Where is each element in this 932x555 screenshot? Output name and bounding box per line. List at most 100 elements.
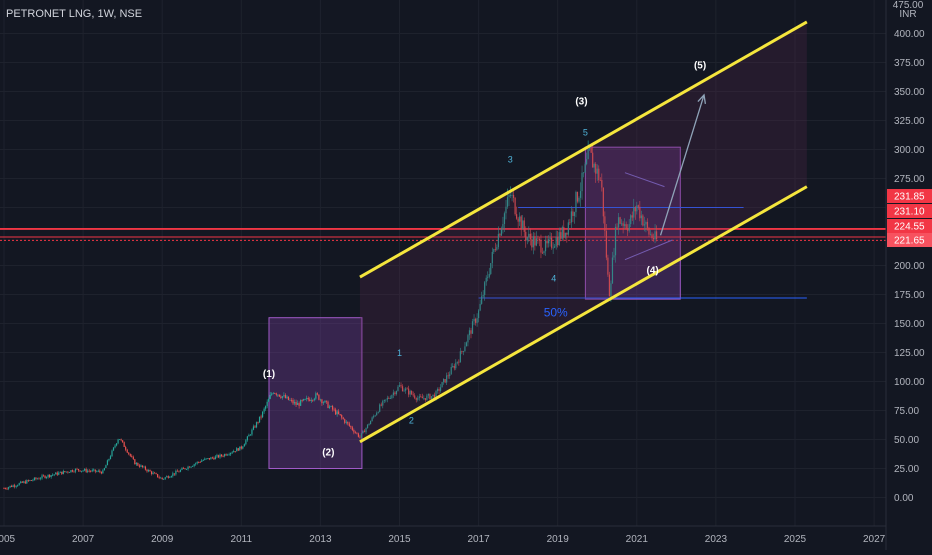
candle-body	[415, 398, 417, 400]
candle-body	[655, 231, 658, 240]
candle-body	[625, 224, 627, 229]
wave-label-1: (1)	[263, 369, 275, 380]
candle-body	[147, 470, 150, 472]
candle-body	[208, 458, 210, 460]
candle-body	[459, 351, 461, 363]
x-tick-label-7: 2019	[547, 534, 570, 545]
price-badge-3	[887, 233, 932, 247]
candle-body	[24, 481, 26, 484]
candle-body	[160, 477, 162, 479]
candle-body	[398, 385, 401, 387]
y-tick-label-5: 275.00	[894, 174, 925, 185]
candle-body	[65, 471, 67, 473]
candle-body	[217, 455, 220, 458]
y-tick-label-10: 125.00	[894, 348, 925, 359]
price-axis-panel[interactable]	[886, 0, 932, 550]
candle-body	[511, 194, 513, 196]
candle-body	[338, 411, 340, 415]
candle-body	[579, 191, 582, 198]
candle-body	[38, 478, 40, 480]
candle-body	[366, 424, 369, 429]
candle-body	[255, 422, 258, 428]
candle-body	[478, 310, 480, 319]
candle-body	[88, 470, 90, 472]
candle-body	[246, 436, 248, 441]
candle-body	[90, 470, 92, 472]
candle-body	[242, 446, 244, 449]
candle-body	[249, 434, 252, 436]
candle-body	[56, 472, 58, 475]
candle-body	[91, 470, 93, 472]
candle-body	[418, 396, 420, 399]
candle-body	[443, 379, 445, 383]
candle-body	[132, 456, 134, 460]
x-tick-label-3: 2011	[231, 534, 253, 545]
candle-body	[441, 382, 443, 388]
candle-body	[199, 461, 201, 463]
candle-body	[525, 231, 527, 241]
candle-body	[80, 470, 83, 472]
candle-body	[6, 488, 8, 490]
candle-body	[73, 471, 75, 473]
candle-body	[526, 237, 528, 241]
candle-body	[53, 474, 55, 476]
candle-body	[243, 444, 245, 447]
candle-body	[278, 394, 280, 397]
subwave-label-4: 4	[551, 274, 556, 284]
candle-body	[345, 421, 347, 423]
candle-body	[112, 447, 115, 451]
candle-body	[52, 474, 54, 476]
candle-body	[610, 283, 612, 297]
candle-body	[417, 398, 419, 400]
candle-body	[392, 392, 395, 396]
candle-body	[286, 396, 288, 399]
candle-body	[220, 454, 223, 457]
candle-body	[30, 480, 32, 481]
candle-body	[99, 470, 101, 472]
y-tick-label-8: 175.00	[894, 290, 925, 301]
candle-body	[423, 398, 425, 399]
candle-body	[210, 457, 212, 460]
candle-body	[205, 458, 207, 460]
candle-body	[601, 180, 603, 188]
candle-body	[193, 464, 195, 467]
candle-body	[529, 233, 531, 240]
candle-body	[456, 361, 458, 363]
candle-body	[500, 229, 503, 236]
candle-body	[651, 234, 653, 239]
candle-body	[648, 227, 650, 235]
candle-body	[447, 375, 449, 377]
axis-top-label: 475.00	[893, 0, 924, 11]
x-tick-label-10: 2025	[784, 534, 807, 545]
candle-body	[211, 457, 213, 459]
candle-body	[376, 412, 378, 416]
candle-body	[541, 252, 544, 254]
candle-body	[640, 215, 642, 219]
candle-body	[146, 469, 148, 472]
candle-body	[23, 481, 25, 483]
candle-body	[96, 471, 98, 473]
candle-body	[357, 433, 360, 437]
candlestick-series	[3, 140, 673, 491]
candle-body	[576, 192, 579, 202]
channel-fill	[359, 21, 807, 442]
currency-label: INR	[899, 9, 916, 20]
candle-body	[373, 416, 375, 418]
candle-body	[436, 389, 439, 392]
candle-body	[14, 485, 16, 487]
candle-body	[185, 469, 188, 470]
candle-body	[435, 391, 437, 399]
candle-body	[123, 442, 125, 447]
candle-body	[363, 430, 366, 433]
candle-body	[300, 400, 302, 406]
range-box-1	[268, 317, 363, 470]
candle-body	[304, 398, 306, 400]
candle-body	[59, 471, 61, 473]
candle-body	[153, 472, 156, 474]
trend-channel[interactable]	[359, 20, 808, 444]
candle-body	[429, 394, 431, 400]
candle-body	[138, 465, 140, 467]
candle-body	[187, 466, 189, 470]
candle-body	[42, 475, 45, 477]
